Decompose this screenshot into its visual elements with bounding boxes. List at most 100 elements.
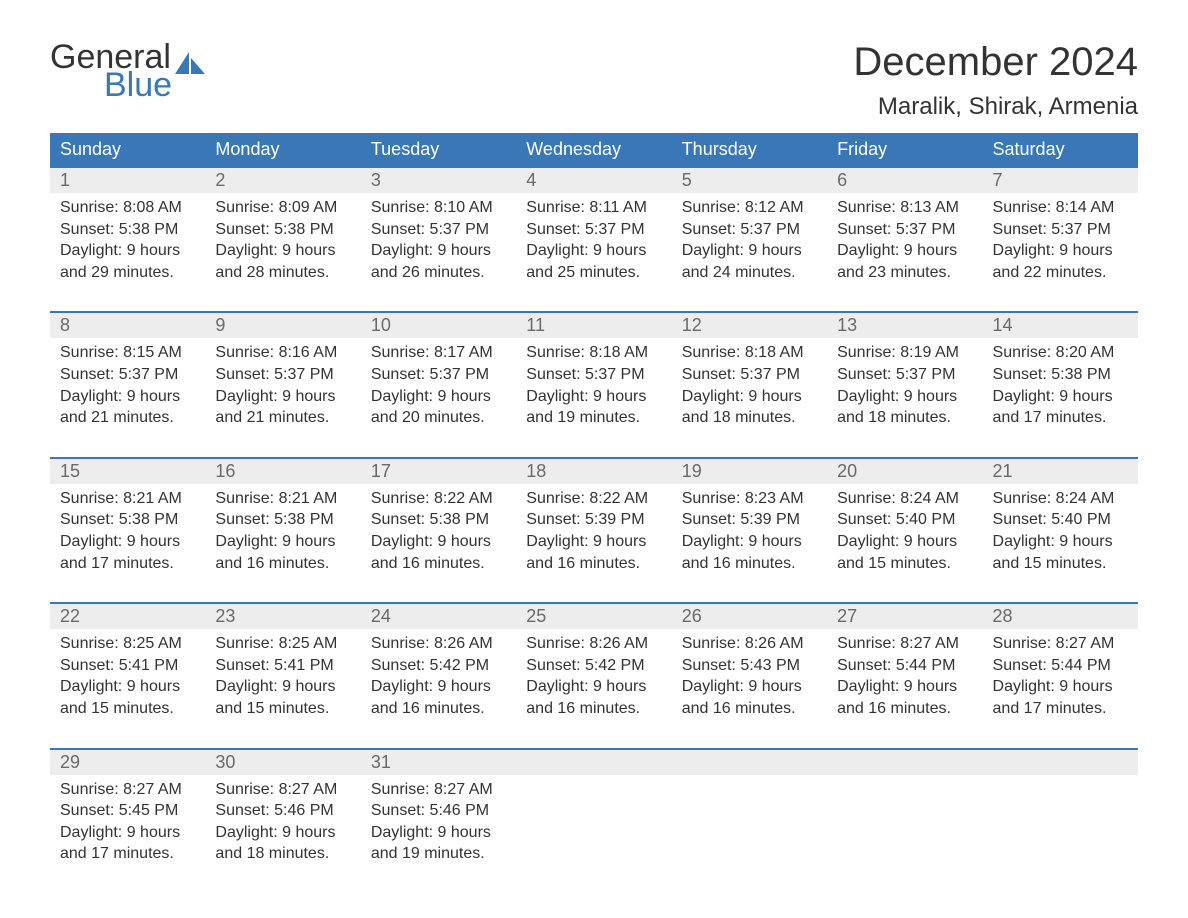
calendar-day: 22Sunrise: 8:25 AMSunset: 5:41 PMDayligh… — [50, 604, 205, 725]
day-detail-line: Daylight: 9 hours — [215, 676, 350, 698]
day-detail-line: Daylight: 9 hours — [371, 240, 506, 262]
calendar-day: 5Sunrise: 8:12 AMSunset: 5:37 PMDaylight… — [672, 168, 827, 289]
day-details: Sunrise: 8:24 AMSunset: 5:40 PMDaylight:… — [983, 484, 1138, 580]
day-detail-line: and 22 minutes. — [993, 262, 1128, 284]
calendar-day: 14Sunrise: 8:20 AMSunset: 5:38 PMDayligh… — [983, 313, 1138, 434]
calendar-day — [516, 750, 671, 871]
day-detail-line: Sunrise: 8:22 AM — [526, 488, 661, 510]
day-detail-line: Daylight: 9 hours — [60, 386, 195, 408]
day-details: Sunrise: 8:11 AMSunset: 5:37 PMDaylight:… — [516, 193, 671, 289]
day-detail-line: Sunset: 5:37 PM — [60, 364, 195, 386]
day-detail-line: Sunset: 5:38 PM — [60, 219, 195, 241]
day-detail-line: Sunrise: 8:13 AM — [837, 197, 972, 219]
day-detail-line: and 28 minutes. — [215, 262, 350, 284]
day-number: 24 — [361, 604, 516, 629]
day-detail-line: Sunrise: 8:23 AM — [682, 488, 817, 510]
calendar-day: 29Sunrise: 8:27 AMSunset: 5:45 PMDayligh… — [50, 750, 205, 871]
day-detail-line: Daylight: 9 hours — [837, 240, 972, 262]
calendar-week: 1Sunrise: 8:08 AMSunset: 5:38 PMDaylight… — [50, 166, 1138, 289]
day-detail-line: Daylight: 9 hours — [682, 386, 817, 408]
calendar-day: 16Sunrise: 8:21 AMSunset: 5:38 PMDayligh… — [205, 459, 360, 580]
calendar-day: 19Sunrise: 8:23 AMSunset: 5:39 PMDayligh… — [672, 459, 827, 580]
day-detail-line: Sunrise: 8:27 AM — [60, 779, 195, 801]
day-number: 2 — [205, 168, 360, 193]
day-detail-line: Daylight: 9 hours — [526, 676, 661, 698]
day-details: Sunrise: 8:12 AMSunset: 5:37 PMDaylight:… — [672, 193, 827, 289]
day-detail-line: Sunset: 5:41 PM — [215, 655, 350, 677]
day-detail-line: and 25 minutes. — [526, 262, 661, 284]
calendar-day: 1Sunrise: 8:08 AMSunset: 5:38 PMDaylight… — [50, 168, 205, 289]
day-detail-line: Sunset: 5:46 PM — [215, 800, 350, 822]
day-number: 27 — [827, 604, 982, 629]
day-detail-line: Sunset: 5:39 PM — [526, 509, 661, 531]
day-detail-line: Daylight: 9 hours — [993, 676, 1128, 698]
day-detail-line: Sunrise: 8:17 AM — [371, 342, 506, 364]
day-detail-line: Sunset: 5:37 PM — [837, 219, 972, 241]
day-number: 6 — [827, 168, 982, 193]
day-number: 21 — [983, 459, 1138, 484]
day-number: 10 — [361, 313, 516, 338]
day-details: Sunrise: 8:16 AMSunset: 5:37 PMDaylight:… — [205, 338, 360, 434]
day-detail-line: Sunrise: 8:16 AM — [215, 342, 350, 364]
day-detail-line: Sunset: 5:40 PM — [837, 509, 972, 531]
day-detail-line: Sunrise: 8:11 AM — [526, 197, 661, 219]
day-number — [983, 750, 1138, 775]
day-detail-line: Sunset: 5:37 PM — [215, 364, 350, 386]
day-number: 18 — [516, 459, 671, 484]
day-detail-line: Sunrise: 8:14 AM — [993, 197, 1128, 219]
day-detail-line: Daylight: 9 hours — [682, 240, 817, 262]
day-detail-line: Sunrise: 8:27 AM — [837, 633, 972, 655]
day-detail-line: Sunset: 5:37 PM — [682, 364, 817, 386]
day-number: 11 — [516, 313, 671, 338]
day-details: Sunrise: 8:27 AMSunset: 5:44 PMDaylight:… — [983, 629, 1138, 725]
calendar-day: 7Sunrise: 8:14 AMSunset: 5:37 PMDaylight… — [983, 168, 1138, 289]
day-number: 26 — [672, 604, 827, 629]
day-detail-line: Sunset: 5:38 PM — [215, 219, 350, 241]
day-detail-line: Sunset: 5:37 PM — [526, 219, 661, 241]
calendar-week: 29Sunrise: 8:27 AMSunset: 5:45 PMDayligh… — [50, 748, 1138, 871]
day-detail-line: and 26 minutes. — [371, 262, 506, 284]
day-details: Sunrise: 8:23 AMSunset: 5:39 PMDaylight:… — [672, 484, 827, 580]
day-details: Sunrise: 8:26 AMSunset: 5:43 PMDaylight:… — [672, 629, 827, 725]
day-detail-line: Sunset: 5:41 PM — [60, 655, 195, 677]
day-detail-line: Sunrise: 8:24 AM — [837, 488, 972, 510]
day-number: 25 — [516, 604, 671, 629]
day-detail-line: Daylight: 9 hours — [371, 386, 506, 408]
calendar-day: 18Sunrise: 8:22 AMSunset: 5:39 PMDayligh… — [516, 459, 671, 580]
day-detail-line: Sunset: 5:37 PM — [682, 219, 817, 241]
day-detail-line: Daylight: 9 hours — [371, 531, 506, 553]
day-detail-line: Daylight: 9 hours — [837, 676, 972, 698]
day-number: 9 — [205, 313, 360, 338]
day-detail-line: Sunset: 5:37 PM — [993, 219, 1128, 241]
day-details: Sunrise: 8:26 AMSunset: 5:42 PMDaylight:… — [516, 629, 671, 725]
day-detail-line: Daylight: 9 hours — [60, 676, 195, 698]
calendar-day: 21Sunrise: 8:24 AMSunset: 5:40 PMDayligh… — [983, 459, 1138, 580]
day-detail-line: Daylight: 9 hours — [993, 240, 1128, 262]
day-detail-line: and 17 minutes. — [993, 698, 1128, 720]
day-detail-line: Daylight: 9 hours — [60, 531, 195, 553]
day-number: 28 — [983, 604, 1138, 629]
calendar: SundayMondayTuesdayWednesdayThursdayFrid… — [50, 133, 1138, 871]
day-details: Sunrise: 8:21 AMSunset: 5:38 PMDaylight:… — [50, 484, 205, 580]
day-number: 29 — [50, 750, 205, 775]
day-number — [827, 750, 982, 775]
day-detail-line: Sunset: 5:38 PM — [60, 509, 195, 531]
calendar-day: 28Sunrise: 8:27 AMSunset: 5:44 PMDayligh… — [983, 604, 1138, 725]
day-details: Sunrise: 8:13 AMSunset: 5:37 PMDaylight:… — [827, 193, 982, 289]
day-detail-line: Daylight: 9 hours — [371, 676, 506, 698]
day-detail-line: Sunrise: 8:26 AM — [371, 633, 506, 655]
day-detail-line: and 15 minutes. — [993, 553, 1128, 575]
day-number: 23 — [205, 604, 360, 629]
calendar-day: 26Sunrise: 8:26 AMSunset: 5:43 PMDayligh… — [672, 604, 827, 725]
dow-cell: Sunday — [50, 133, 205, 166]
day-details: Sunrise: 8:18 AMSunset: 5:37 PMDaylight:… — [516, 338, 671, 434]
day-number: 15 — [50, 459, 205, 484]
day-detail-line: and 16 minutes. — [526, 553, 661, 575]
dow-cell: Thursday — [672, 133, 827, 166]
day-detail-line: and 18 minutes. — [682, 407, 817, 429]
day-detail-line: Sunrise: 8:26 AM — [526, 633, 661, 655]
day-detail-line: Sunrise: 8:24 AM — [993, 488, 1128, 510]
calendar-day: 15Sunrise: 8:21 AMSunset: 5:38 PMDayligh… — [50, 459, 205, 580]
day-detail-line: Daylight: 9 hours — [60, 240, 195, 262]
day-detail-line: Daylight: 9 hours — [682, 676, 817, 698]
